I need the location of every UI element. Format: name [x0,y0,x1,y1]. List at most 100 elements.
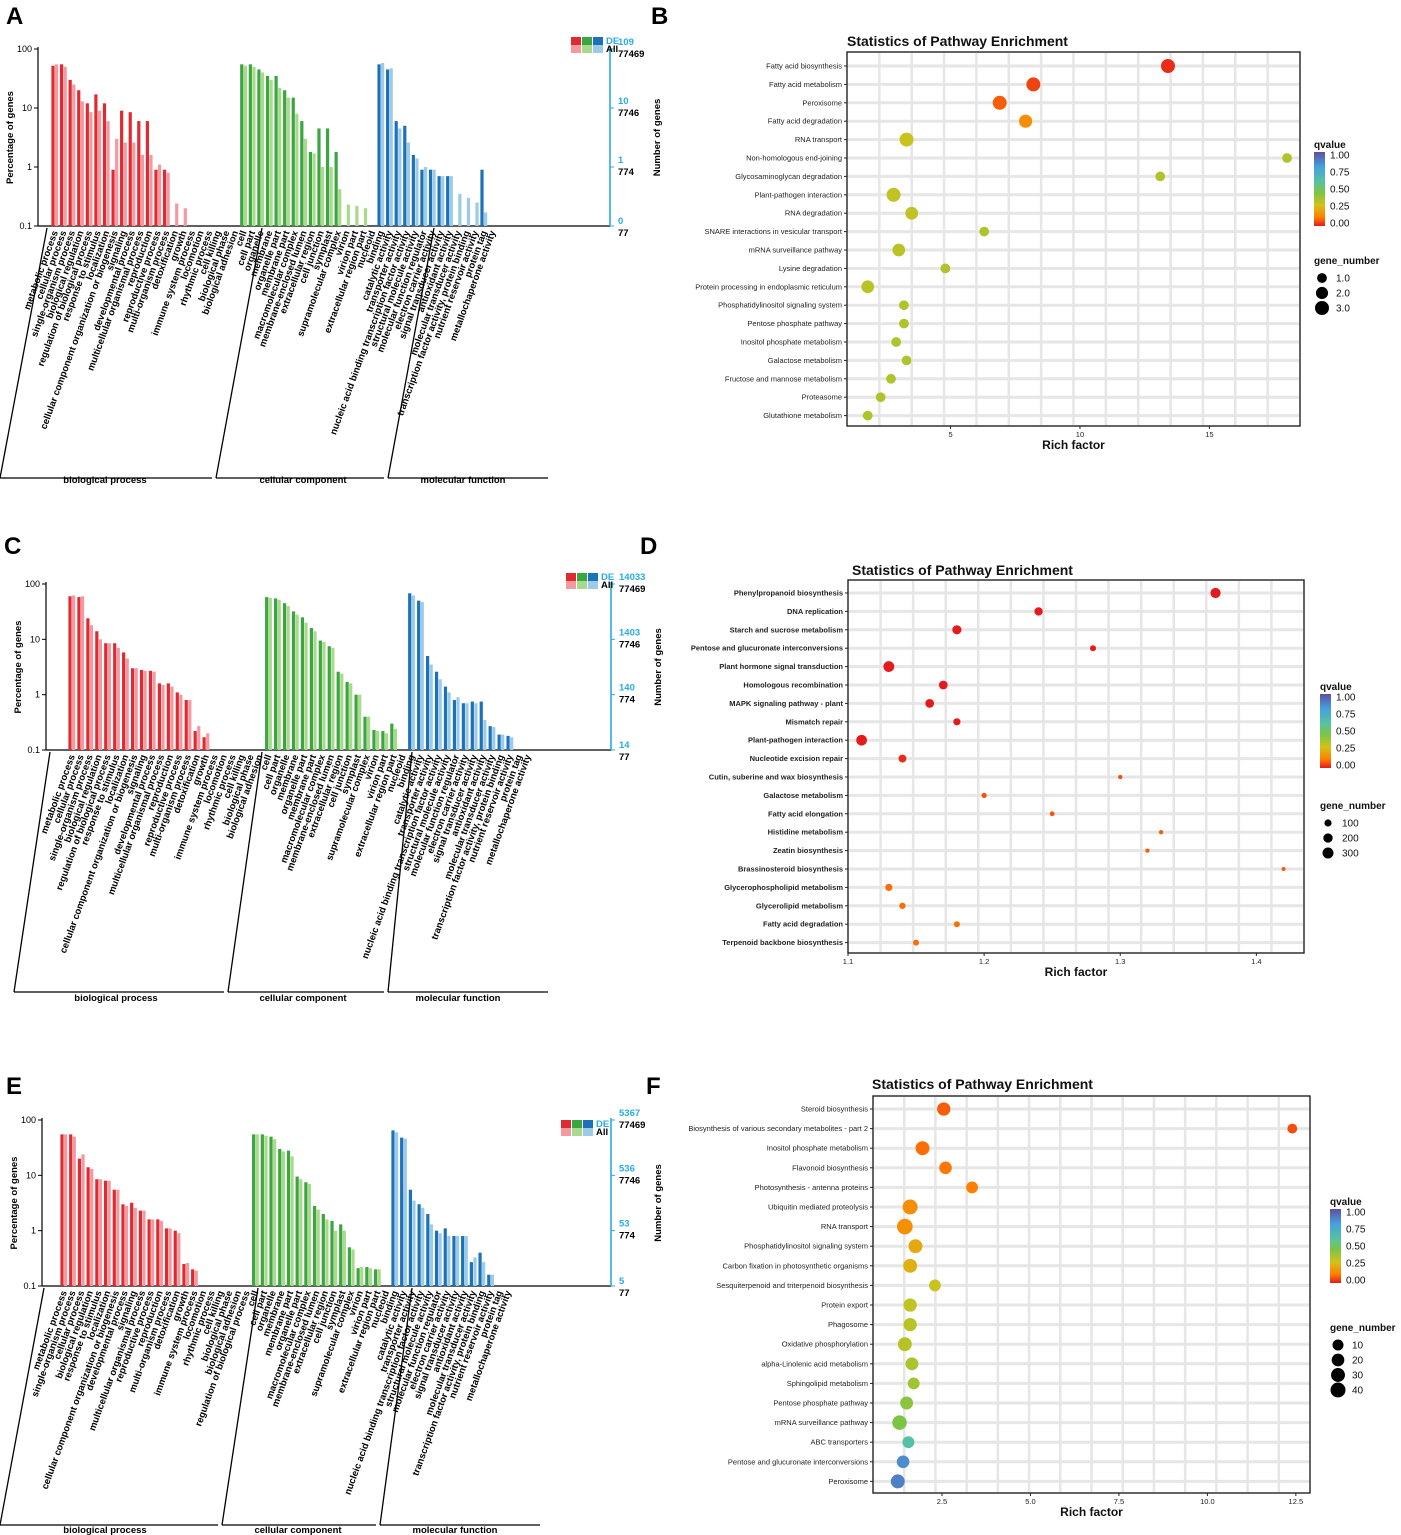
bar-all-electron-carrier-activity [432,169,436,226]
bar-all-virion-part [384,733,389,750]
bar-all-electron-carrier-activity [465,703,469,750]
bar-all-reproductive-process [157,164,162,226]
bar-de-extracellular-region [321,1214,325,1286]
legend-swatch [593,45,603,53]
right-tick-label-de: 140 [619,683,635,694]
x-tick-label: 12.5 [1289,1497,1304,1506]
pathway-label: Cutin, suberine and wax biosynthesis [709,773,843,782]
qvalue-legend-tick: 0.75 [1346,1225,1366,1236]
dot-pentose-and-glucuronate-interconversions [896,1455,910,1469]
bar-de-binding [408,593,412,750]
bar-all-virion-part [355,205,359,226]
left-tick-label: 1 [35,690,40,700]
dot-sphingolipid-metabolism [907,1377,920,1390]
bar-all-cellular-process [81,1154,85,1286]
bar-de-single-organism-process [68,79,72,226]
bar-all-extracellular-region-part [377,1269,381,1286]
dot-steroid-biosynthesis [937,1102,951,1116]
pathway-label: Fatty acid elongation [768,809,843,818]
x-tick-label: 1.4 [1251,957,1261,966]
left-tick-label: 10 [22,103,32,113]
dot-photosynthesis-antenna-proteins [966,1181,979,1194]
legend-swatch [561,1128,571,1136]
dot-histidine-metabolism [1158,830,1164,835]
pathway-label: Lysine degradation [779,264,842,273]
dot-starch-and-sucrose-metabolism [952,625,962,635]
bar-all-biological-regulation [98,639,103,750]
legend-label: All [601,580,613,591]
bar-all-growth [206,733,210,750]
left-tick-label: 1 [31,1226,36,1236]
legend-swatch [572,1128,582,1136]
right-tick-label-all: 774 [619,695,636,706]
bar-all-virion-part [368,1268,373,1286]
bar-all-growth [185,1263,190,1286]
bar-all-membrane-enclosed-lumen [316,1209,320,1286]
left-tick-label: 1 [27,162,32,172]
bar-all-signaling [133,1207,137,1286]
bar-de-extracellular-region-part [373,1269,378,1286]
bar-de-developmental-process [128,112,132,226]
bar-de-nucleic-acid-binding-transcription-factor-activity [403,125,407,226]
right-tick-label-all: 7746 [619,639,640,650]
pathway-label: Fatty acid degradation [763,920,843,929]
pathway-dot-chart-f: Steroid biosynthesis Biosynthesis of vari… [688,1076,1395,1519]
left-tick-label: 0.1 [27,745,40,755]
bar-de-membrane-enclosed-lumen [300,121,304,226]
bar-de-supramolecular-complex [363,716,367,750]
bar-de-regulation-of-biological-process [85,103,89,226]
left-tick-label: 100 [17,44,32,54]
qvalue-legend-tick: 1.00 [1346,1208,1366,1219]
bar-all-localization [107,1180,111,1286]
bar-de-developmental-process [148,670,153,750]
bar-de-single-organism-process [69,1134,73,1286]
bar-de-organelle [257,69,261,226]
bar-all-structural-molecule-activity [447,692,451,750]
dot-phenylpropanoid-biosynthesis [1210,587,1221,599]
bar-de-membrane [291,611,296,750]
qvalue-legend-tick: 0.00 [1336,761,1356,772]
bar-all-structural-molecule-activity [415,158,419,226]
bar-de-metabolic-process [60,1134,64,1286]
dot-carbon-fixation-in-photosynthetic-organisms [903,1258,918,1273]
panel-letter-D: D [640,533,657,560]
dot-homologous-recombination [938,680,948,690]
bar-all-cellular-component-organization-or-biogenesis [115,138,119,226]
panel-letter-C: C [4,533,21,560]
bar-de-antioxidant-activity [479,701,483,750]
dot-mapk-signaling-pathway-plant [925,699,935,708]
bar-all-transcription-factor-activity-protein-binding [482,1262,486,1286]
bar-all-virion [375,731,380,750]
pathway-label: Fatty acid metabolism [769,80,842,89]
bar-all-signal-transducer-activity [474,703,478,750]
bar-all-membrane [281,1151,285,1286]
bar-de-symplast [354,694,358,750]
left-tick-label: 0.1 [19,221,32,231]
dot-cutin-suberine-and-wax-biosynthesis [1118,774,1123,780]
x-tick-label: 10.0 [1200,1497,1215,1506]
bar-all-developmental-process [152,671,156,750]
bar-all-cell-part [264,1135,268,1286]
chart-title: Statistics of Pathway Enrichment [847,33,1068,49]
chart-title: Statistics of Pathway Enrichment [872,1076,1093,1092]
bar-all-cellular-process [80,596,85,750]
bar-all-single-organism-process [72,84,76,226]
bar-de-growth [202,737,206,750]
group-bracket-molecular-function [387,227,435,479]
bar-de-organelle [282,603,287,750]
bar-all-reproduction [149,154,153,226]
right-tick-label-de: 14033 [619,572,645,583]
bar-de-membrane-part [286,1150,291,1286]
pathway-label: Glycerophospholipid metabolism [724,883,843,892]
bar-de-reproductive-process [154,169,158,226]
bar-de-cellular-process [59,64,64,226]
bar-all-virion [360,1267,364,1286]
bar-all-multi-organism-process [168,1228,172,1286]
bar-de-organelle-part [295,1176,299,1286]
bar-all-antioxidant-activity [483,719,487,750]
legend-swatch [577,581,587,589]
pathway-label: Terpenoid backbone biosynthesis [722,938,843,947]
group-label: biological process [63,1525,146,1535]
pathway-label: Inositol phosphate metabolism [741,338,842,347]
bar-de-cell-part [260,1134,264,1286]
